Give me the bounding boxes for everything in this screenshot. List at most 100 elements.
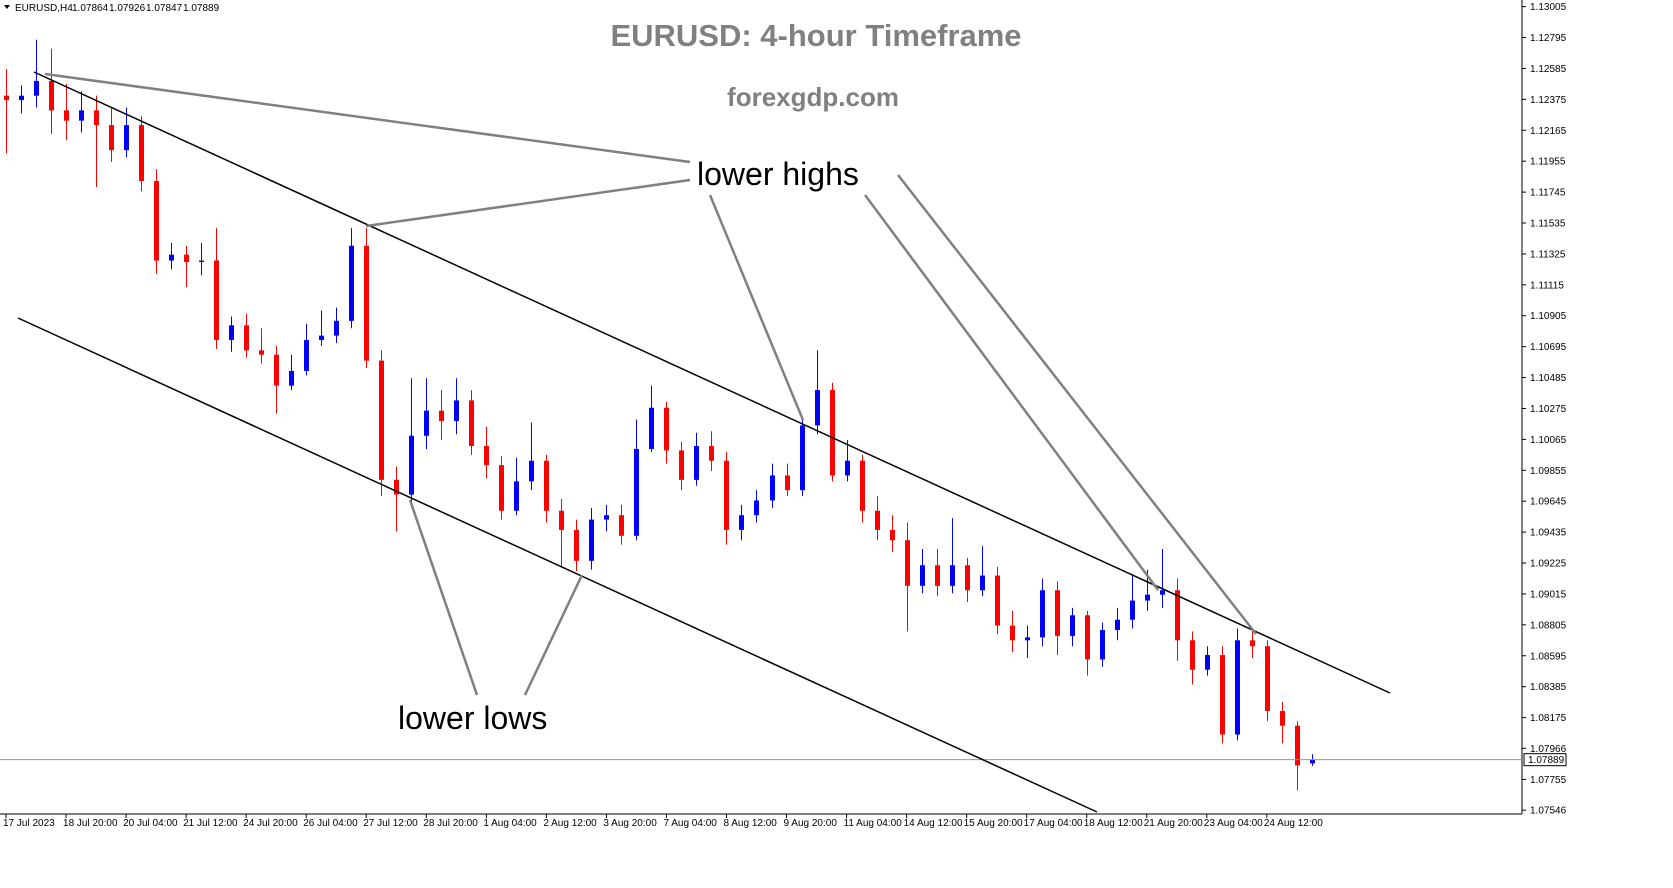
candle-body [1115,619,1120,631]
y-tick-label: 1.09225 [1530,559,1567,570]
y-tick-label: 1.08595 [1530,651,1567,662]
candle-body [920,565,925,586]
x-tick-label: 2 Aug 12:00 [543,818,597,829]
y-tick-label: 1.10905 [1530,311,1567,322]
candle-body [199,260,204,263]
candle-body [1055,590,1060,636]
y-tick-label: 1.11955 [1530,157,1566,168]
candle-body [1220,655,1225,735]
y-tick-label: 1.09855 [1530,466,1567,477]
x-tick-label: 18 Jul 20:00 [63,818,118,829]
candle-body [785,475,790,491]
x-tick-label: 20 Jul 04:00 [123,818,178,829]
candle-body [950,565,955,586]
ohlc-header: 1.07864 1.07926 1.07847 1.07889 [72,3,220,14]
x-tick-label: 15 Aug 20:00 [964,818,1023,829]
candle-body [244,325,249,351]
candle-body [935,565,940,586]
y-tick-label: 1.11745 [1530,188,1566,199]
candle-body [259,350,264,355]
y-tick-label: 1.10065 [1530,435,1567,446]
plot: 1.13005 1.12795 1.12585 1.12375 1.12165 1.119… [0,0,1567,829]
candle-body [1160,590,1165,595]
candle-body [634,448,639,536]
y-tick-label: 1.09435 [1530,528,1567,539]
symbol-arrow [4,5,10,9]
candle-body [709,446,714,461]
candle-body [349,245,354,321]
candle-body [274,354,279,386]
candle-body [19,95,24,101]
candle-body [319,335,324,341]
candle-body [800,425,805,491]
candle-body [1070,615,1075,636]
x-tick-label: 11 Aug 04:00 [844,818,903,829]
pointer-line [897,174,1257,635]
x-tick-label: 26 Jul 04:00 [303,818,358,829]
candle-body [694,446,699,480]
y-tick-label: 1.13005 [1530,2,1567,13]
candle-body [454,400,459,421]
candle-body [439,410,444,421]
candle-body [1145,594,1150,601]
candle-body [890,529,895,541]
candle-body [649,407,654,449]
candle-body [1130,600,1135,620]
y-tick-label: 1.09645 [1530,497,1567,508]
candle-body [830,390,835,476]
y-tick-label: 1.12375 [1530,95,1567,106]
chart-title: EURUSD: 4-hour Timeframe [610,18,1021,53]
candle-body [980,575,985,591]
candle-body [664,407,669,451]
candle-body [965,565,970,591]
candle-body [754,500,759,516]
candle-body [109,125,114,151]
y-tick-label: 1.12795 [1530,33,1567,44]
candle-body [1085,615,1090,660]
candle-body [1310,759,1315,764]
candle-body [409,435,414,495]
pointer-line [523,574,584,696]
candle-body [1250,640,1255,647]
candle-body [499,465,504,511]
candle-body [1280,710,1285,726]
candle-body [34,80,39,96]
candle-body [94,110,99,126]
x-tick-label: 24 Jul 20:00 [243,818,298,829]
x-tick-label: 1 Aug 04:00 [483,818,537,829]
candle-body [739,515,744,530]
y-tick-label: 1.10275 [1530,404,1567,415]
candle-body [1235,640,1240,735]
candle-body [214,260,219,341]
ohlc-value: 1.07864 [72,3,109,14]
y-tick-label: 1.08805 [1530,620,1567,631]
chart-subtitle: forexgdp.com [727,82,899,112]
y-tick-label: 1.10695 [1530,342,1567,353]
candle-body [394,479,399,495]
y-tick-label: 1.08385 [1530,682,1567,693]
candle-body [379,360,384,480]
candle-body [1265,646,1270,711]
candle-body [79,110,84,121]
candle-body [604,515,609,520]
candle-body [1025,637,1030,641]
x-tick-label: 7 Aug 04:00 [663,818,717,829]
y-tick-label: 1.12585 [1530,64,1567,75]
candle-body [589,519,594,561]
candle-body [815,390,820,426]
y-tick-label: 1.09015 [1530,589,1567,600]
candle-body [1190,640,1195,670]
candle-body [514,481,519,511]
y-tick-label: 1.11325 [1530,249,1566,260]
x-tick-label: 21 Jul 12:00 [183,818,238,829]
pointer-line [44,72,691,164]
candle-body [229,325,234,341]
y-tick-label: 1.12165 [1530,126,1567,137]
candle-body [139,125,144,182]
candle-body [1295,725,1300,766]
candle-body [184,254,189,263]
candle-body [724,460,729,530]
candle-body [845,460,850,476]
